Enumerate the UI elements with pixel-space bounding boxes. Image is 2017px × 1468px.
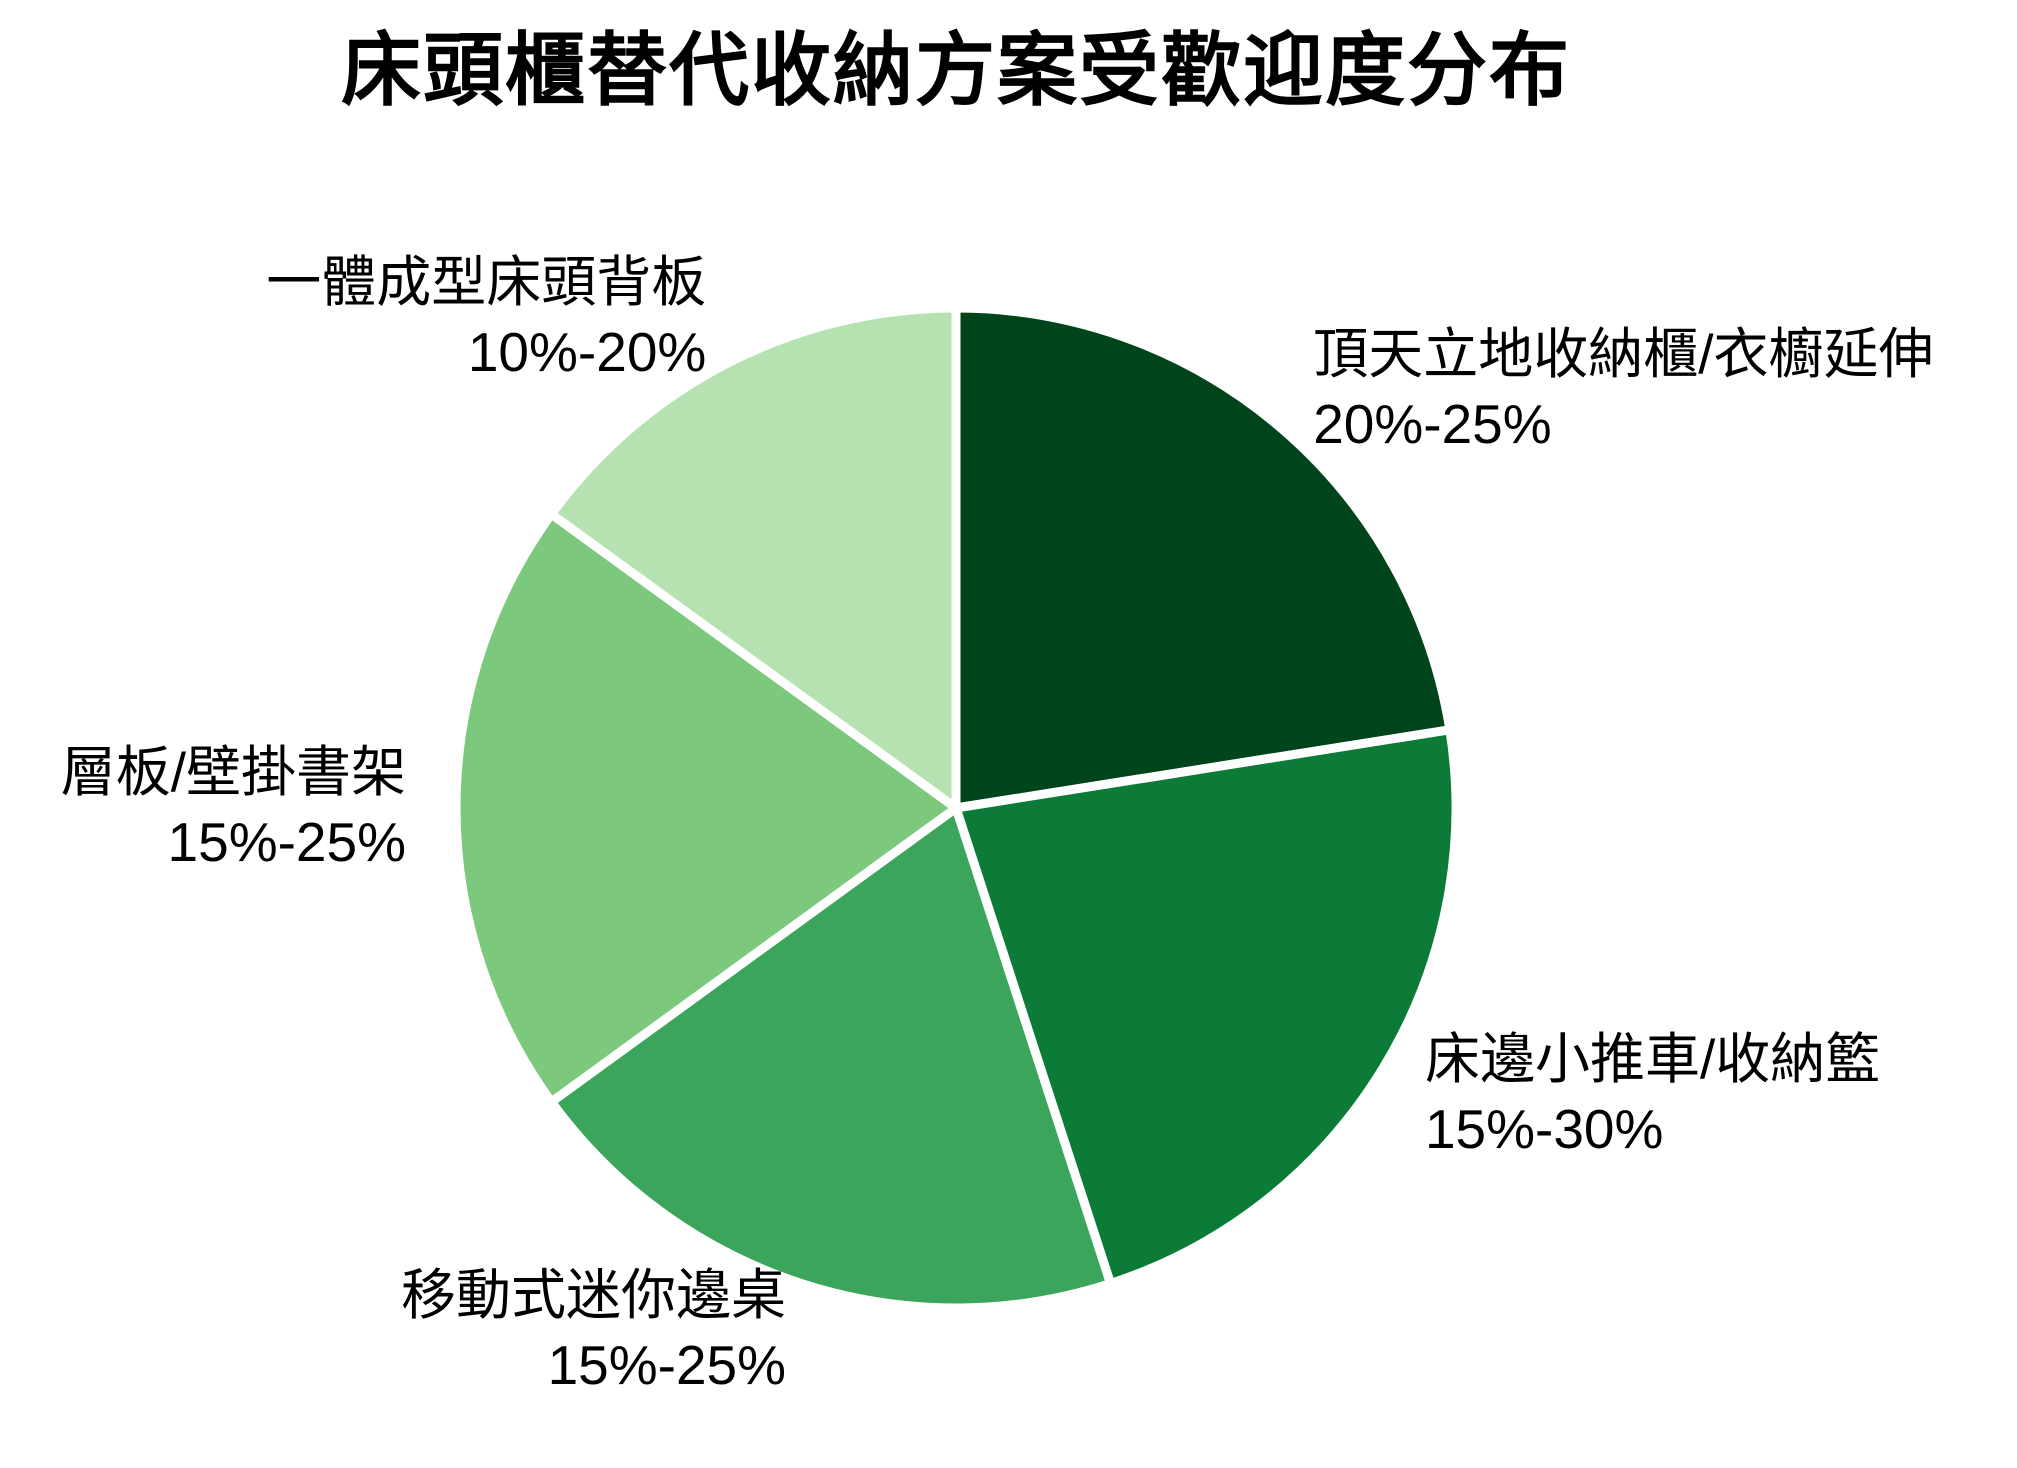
slice-label-text: 床邊小推車/收納籃 (1424, 1028, 1881, 1091)
slice-label-text: 層板/壁掛書架 (60, 741, 406, 804)
pie-slice-4 (546, 303, 961, 813)
slice-label-0: 頂天立地收納櫃/衣櫥延伸 20%-25% (1313, 320, 1933, 460)
slice-label-range: 15%-25% (167, 811, 406, 873)
slice-label-text: 移動式迷你邊桌 (401, 1264, 787, 1327)
slice-label-2: 移動式迷你邊桌 15%-25% (401, 1261, 786, 1401)
chart-title: 床頭櫃替代收納方案受歡迎度分布 (341, 26, 1571, 115)
slice-label-4: 一體成型床頭背板 10%-20% (266, 248, 706, 388)
slice-label-text: 一體成型床頭背板 (266, 251, 707, 314)
slice-label-range: 10%-20% (467, 320, 707, 383)
slice-label-range: 15%-30% (1424, 1098, 1664, 1161)
pie-slice-0 (951, 303, 1455, 813)
slice-label-range: 20%-25% (1313, 392, 1552, 455)
pie-slice-2 (546, 803, 1116, 1313)
slice-label-1: 床邊小推車/收納籃 15%-30% (1425, 1026, 1880, 1166)
slice-label-text: 頂天立地收納櫃/衣櫥延伸 (1313, 322, 1934, 385)
slice-label-3: 層板/壁掛書架 15%-25% (61, 738, 406, 878)
pie-slice-1 (951, 725, 1461, 1289)
slice-label-range: 15%-25% (547, 1334, 787, 1397)
pie-slice-3 (451, 509, 961, 1107)
